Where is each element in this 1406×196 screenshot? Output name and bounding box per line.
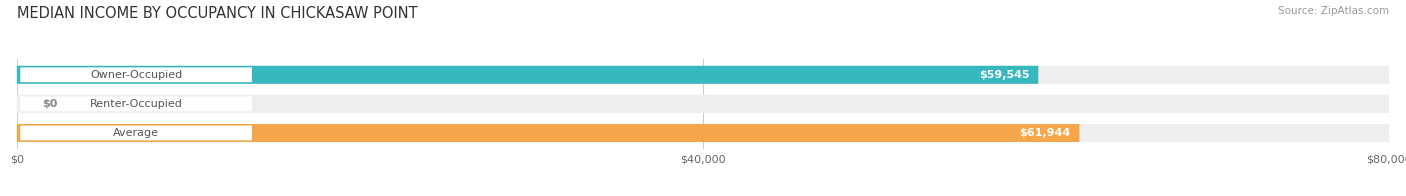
Text: $59,545: $59,545: [979, 70, 1029, 80]
FancyBboxPatch shape: [20, 67, 252, 82]
Text: $0: $0: [42, 99, 58, 109]
FancyBboxPatch shape: [17, 66, 1038, 84]
FancyBboxPatch shape: [17, 66, 1389, 84]
FancyBboxPatch shape: [17, 124, 1080, 142]
Text: $61,944: $61,944: [1019, 128, 1071, 138]
Text: Average: Average: [112, 128, 159, 138]
FancyBboxPatch shape: [17, 95, 1389, 113]
FancyBboxPatch shape: [17, 124, 1389, 142]
Text: Source: ZipAtlas.com: Source: ZipAtlas.com: [1278, 6, 1389, 16]
FancyBboxPatch shape: [20, 96, 252, 111]
Text: MEDIAN INCOME BY OCCUPANCY IN CHICKASAW POINT: MEDIAN INCOME BY OCCUPANCY IN CHICKASAW …: [17, 6, 418, 21]
Text: Owner-Occupied: Owner-Occupied: [90, 70, 183, 80]
Text: Renter-Occupied: Renter-Occupied: [90, 99, 183, 109]
FancyBboxPatch shape: [20, 126, 252, 140]
